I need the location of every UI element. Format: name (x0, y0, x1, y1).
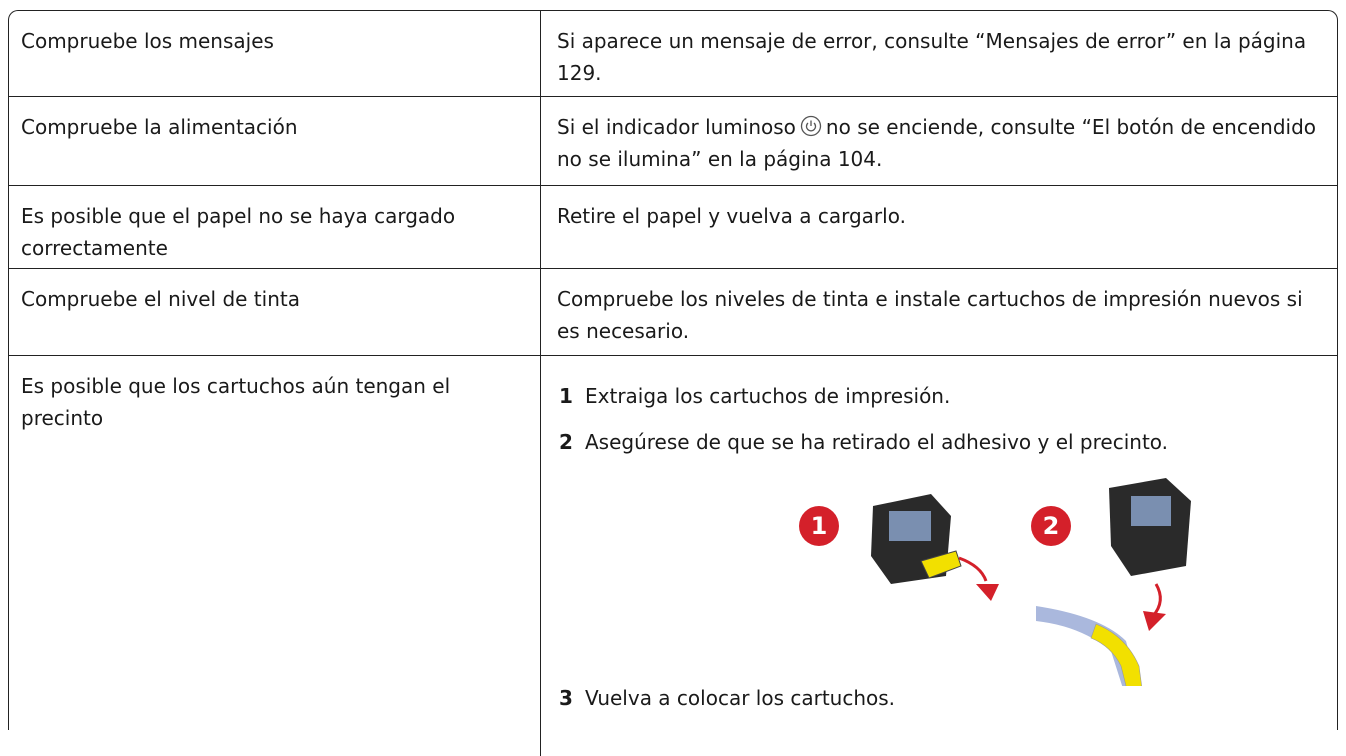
step: 1 Extraiga los cartuchos de impresión. (559, 380, 950, 412)
cell-text: no se enciende, consulte “El botón de en… (557, 115, 1317, 171)
table-row: Es posible que los cartuchos aún tengan … (9, 356, 1337, 756)
table-row: Compruebe la alimentación Si el indicado… (9, 97, 1337, 186)
cell: Compruebe la alimentación (21, 115, 298, 139)
table-row: Es posible que el papel no se haya carga… (9, 186, 1337, 269)
cartridge (1036, 478, 1191, 686)
cell: Compruebe los mensajes (21, 29, 274, 53)
cell: Compruebe los niveles de tinta e instale… (540, 269, 1337, 355)
step-number: 1 (559, 384, 573, 408)
table: Compruebe los mensajes Si aparece un men… (8, 10, 1338, 756)
callout-circle (799, 506, 839, 546)
cell: Retire el papel y vuelva a cargarlo. (540, 186, 1337, 268)
cell: Es posible que el papel no se haya carga… (21, 204, 456, 260)
step: 2 Asegúrese de que se ha retirado el adhe… (559, 426, 1168, 458)
step-number: 3 (559, 686, 573, 710)
step-text: Asegúrese de que se ha retirado el adhes… (585, 430, 1169, 454)
page: Compruebe los mensajes Si aparece un men… (8, 10, 1338, 756)
cell: Es posible que los cartuchos aún tengan … (21, 374, 451, 430)
cell: Compruebe el nivel de tinta (21, 287, 300, 311)
callout: 2 (1043, 512, 1060, 540)
step-text: Vuelva a colocar los cartuchos. (585, 686, 896, 710)
table-row: Compruebe el nivel de tinta Compruebe lo… (9, 269, 1337, 356)
cell: Si el indicador luminoso no se enciende, … (540, 97, 1337, 185)
step: 3 Vuelva a colocar los cartuchos. (559, 682, 895, 714)
callout: 1 (811, 512, 828, 540)
step-number: 2 (559, 430, 573, 454)
callout-circle (1031, 506, 1071, 546)
cell-text: Si el indicador luminoso (557, 115, 796, 139)
cartridge (871, 494, 999, 601)
cell: Si aparece un mensaje de error, consulte… (540, 11, 1337, 96)
step-text: Extraiga los cartuchos de impresión. (585, 384, 951, 408)
figure: 1 2 (799, 478, 1191, 686)
table-row: Compruebe los mensajes Si aparece un men… (9, 11, 1337, 97)
power-icon (800, 115, 822, 137)
